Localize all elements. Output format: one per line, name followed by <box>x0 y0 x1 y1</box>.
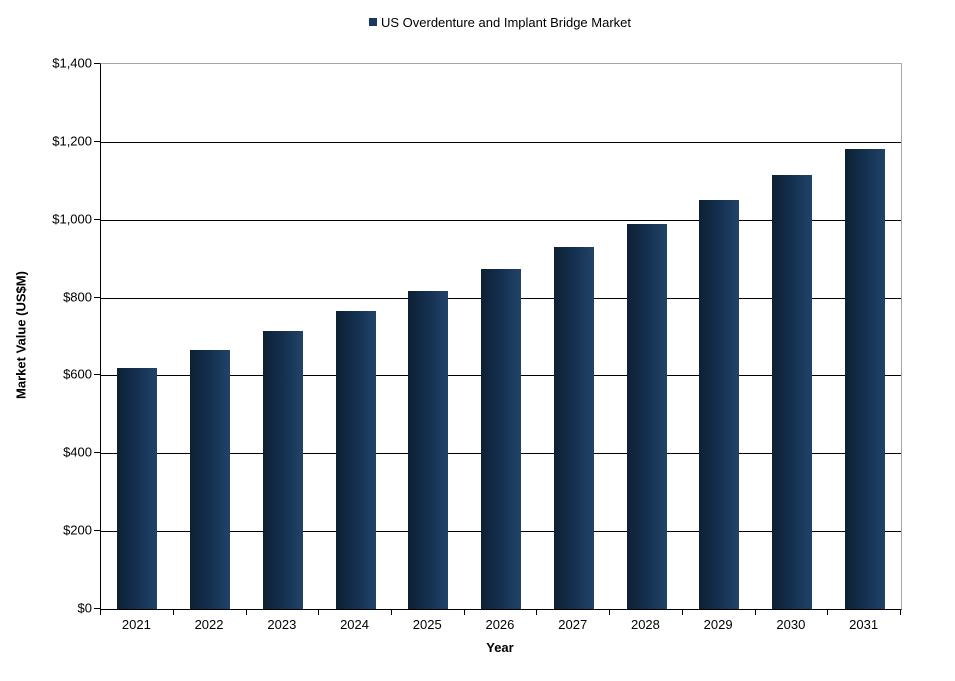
x-tick-label: 2021 <box>121 617 151 632</box>
x-tick-label: 2024 <box>340 617 369 632</box>
x-tick <box>609 609 611 615</box>
bar-2022 <box>190 349 231 609</box>
legend-marker-icon <box>368 18 377 26</box>
y-tick <box>94 140 100 142</box>
plot-area <box>100 63 902 610</box>
y-tick-label: $200 <box>63 522 92 538</box>
x-tick-label: 2026 <box>485 617 515 632</box>
y-tick-label: $1,400 <box>52 55 92 71</box>
y-tick-label: $1,200 <box>52 133 92 149</box>
x-tick <box>390 609 392 615</box>
x-tick <box>900 609 901 615</box>
y-tick-label: $600 <box>63 366 92 382</box>
x-tick <box>536 609 538 615</box>
x-tick-label: 2030 <box>776 617 806 632</box>
x-tick-label: 2027 <box>558 617 588 632</box>
bar-2025 <box>408 291 449 609</box>
y-tick <box>94 296 100 298</box>
bar-2028 <box>626 224 667 609</box>
x-tick <box>100 609 101 615</box>
x-tick <box>827 609 829 615</box>
x-tick-label: 2022 <box>194 617 224 632</box>
gridline <box>101 219 901 221</box>
bar-2024 <box>335 311 376 609</box>
legend-label: US Overdenture and Implant Bridge Market <box>380 14 631 30</box>
y-tick <box>94 452 100 454</box>
y-axis-title: Market Value (US$M) <box>13 271 29 399</box>
y-tick-label: $800 <box>63 289 92 305</box>
bar-2023 <box>262 331 303 609</box>
x-tick <box>754 609 756 615</box>
x-tick <box>463 609 465 615</box>
bar-2027 <box>553 247 594 609</box>
x-tick-label: 2028 <box>630 617 660 632</box>
x-tick <box>318 609 320 615</box>
x-axis-title: Year <box>486 640 514 655</box>
y-tick-label: $1,000 <box>52 211 92 227</box>
bar-2026 <box>481 269 521 609</box>
x-tick <box>245 609 247 615</box>
y-tick <box>94 608 100 609</box>
x-tick-label: 2031 <box>849 617 879 632</box>
y-tick <box>94 374 100 376</box>
x-tick-label: 2023 <box>267 617 297 632</box>
y-tick-label: $0 <box>77 600 92 616</box>
y-tick-label: $400 <box>63 444 92 460</box>
x-tick-label: 2029 <box>703 617 733 632</box>
chart-legend: US Overdenture and Implant Bridge Market <box>100 12 900 32</box>
bar-2021 <box>117 368 158 609</box>
bar-2031 <box>844 148 885 609</box>
bar-2030 <box>771 175 812 609</box>
y-tick <box>94 218 100 220</box>
x-tick <box>681 609 683 615</box>
y-tick <box>94 63 100 64</box>
x-tick-label: 2025 <box>412 617 442 632</box>
y-tick <box>94 530 100 532</box>
bar-2029 <box>699 200 740 609</box>
gridline <box>101 141 901 143</box>
x-tick <box>172 609 174 615</box>
